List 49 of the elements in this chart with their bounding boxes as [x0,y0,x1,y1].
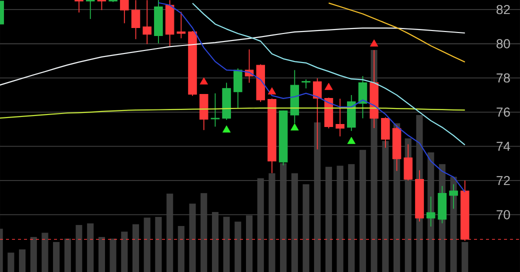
candlestick [381,116,390,148]
point [222,125,231,133]
candlestick [426,196,436,227]
y-tick-label: 82 [496,4,510,14]
point [290,123,299,130]
candlestick [74,0,84,13]
bar [76,224,82,272]
point [347,136,356,144]
line-series [158,2,466,193]
point [268,87,276,94]
candlestick [210,92,220,128]
bar [42,232,48,272]
bar [144,218,150,272]
candlestick [302,78,310,89]
candlestick [336,98,344,137]
y-tick-label: 72 [496,176,510,186]
bar [110,238,116,272]
y-tick-label: 70 [496,210,510,220]
candlestick [97,0,106,11]
bar [87,223,94,272]
y-tick-label: 76 [496,108,510,117]
candlestick [131,0,140,40]
candlestick [176,11,186,39]
bar [53,242,60,272]
candlestick [404,144,413,181]
y-tick-label: 80 [496,39,510,48]
candlestick [142,0,152,45]
point [370,39,378,47]
candlestick [449,184,458,210]
bar [155,216,162,272]
bar [178,226,184,272]
bar [18,249,26,272]
point [324,82,333,90]
candlestick [120,0,129,24]
bar [30,236,37,272]
candlestick [358,76,368,119]
y-tick-label: 78 [496,73,510,83]
line-series [328,2,466,63]
bar [121,232,128,272]
bar [234,222,242,272]
bar [98,236,105,272]
bar [462,242,468,272]
point [200,77,208,85]
candlestick [234,68,242,109]
y-tick-label: 74 [496,142,510,151]
bar [8,252,14,272]
bar [132,224,140,272]
candlestick [86,0,95,20]
bar [64,238,71,272]
